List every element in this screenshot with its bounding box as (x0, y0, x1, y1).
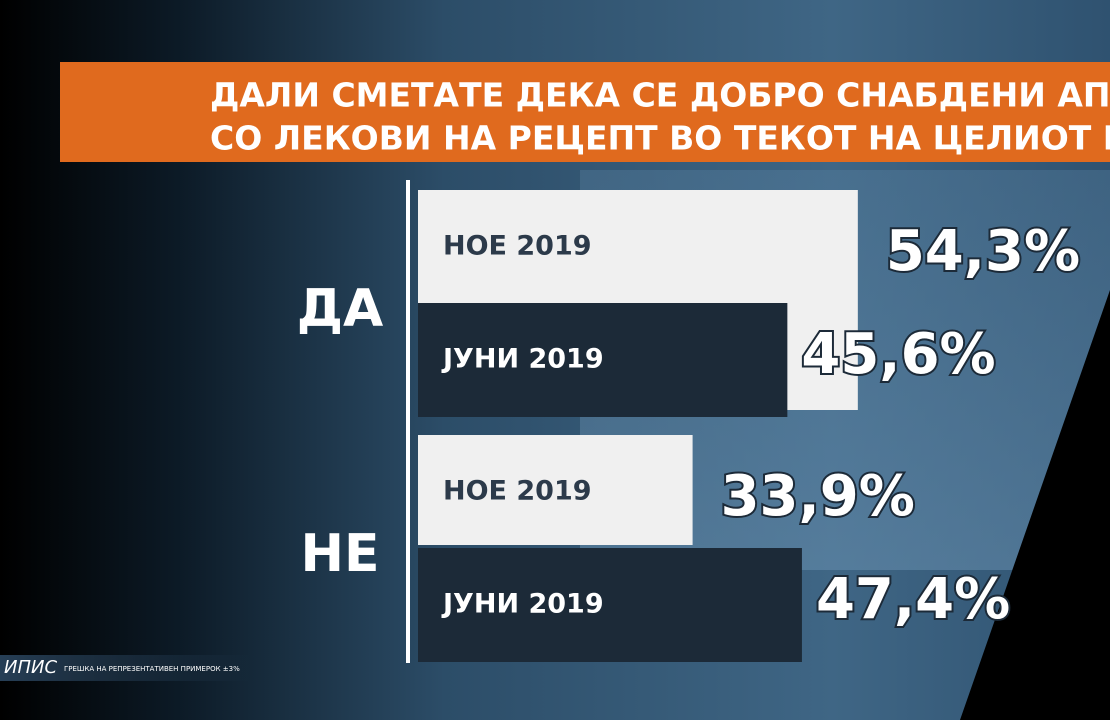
value-label: 33,9% (721, 464, 915, 529)
bar (418, 548, 802, 662)
category-label: НЕ (300, 524, 379, 584)
chart-title: СО ЛЕКОВИ НА РЕЦЕПТ ВО ТЕКОТ НА ЦЕЛИОТ М… (210, 119, 1110, 158)
chart-title: ДАЛИ СМЕТАТЕ ДЕКА СЕ ДОБРО СНАБДЕНИ АПТЕ… (210, 76, 1110, 115)
series-label: ЈУНИ 2019 (441, 589, 604, 620)
series-label: НОЕ 2019 (443, 476, 592, 507)
value-label: 47,4% (816, 567, 1010, 632)
plot: ДА НОЕ 2019 54,3% ЈУНИ 2019 45,6% НЕ НОЕ 2019 3… (297, 190, 1082, 662)
corner-shape (960, 290, 1110, 720)
title-band (60, 62, 1110, 162)
value-label: 45,6% (801, 322, 995, 387)
value-label: 54,3% (886, 219, 1080, 284)
source: ИПИС (4, 657, 57, 678)
bar (418, 303, 788, 417)
footer-band (0, 655, 250, 681)
series-label: НОЕ 2019 (443, 231, 592, 262)
series-label: ЈУНИ 2019 (441, 344, 604, 375)
bar (418, 435, 693, 545)
note: ГРЕШКА НА РЕПРЕЗЕНТАТИВЕН ПРИМЕРОК ±3% (64, 665, 240, 673)
category-label: ДА (297, 279, 384, 339)
